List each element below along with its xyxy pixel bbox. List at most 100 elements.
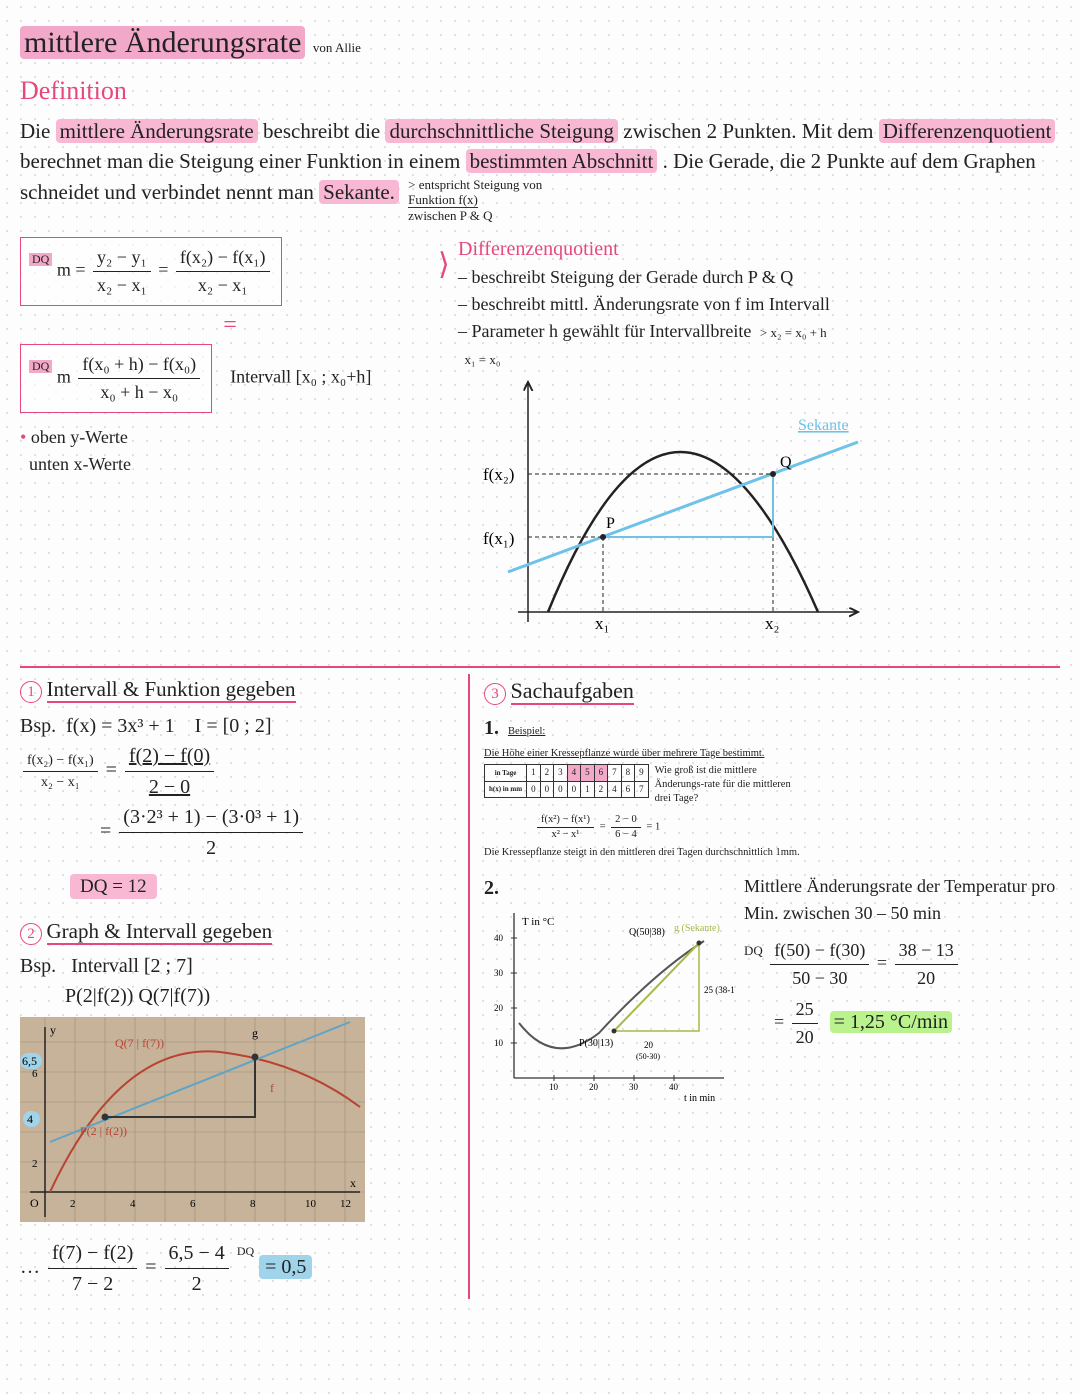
I: I = [0 ; 2] [195,715,272,737]
c2-title: Graph & Intervall gegeben [47,919,273,945]
notes: • oben y-Werte unten x-Werte [20,424,440,478]
bsp: Bsp. [20,955,56,977]
formula-row: DQ m = y₂ − y₁ x₂ − x₁ = f(x₂) − f(x₁) x… [20,234,1060,660]
a: Funktion f(x) [408,192,478,208]
r: = 1 [646,822,660,833]
hl: bestimmten Abschnitt [466,149,658,173]
yt: 10 [494,1038,504,1048]
t: zwischen 2 Punkten. Mit dem [623,119,878,143]
n: 1. [484,717,499,739]
n: (3·2³ + 1) − (3·0³ + 1) [119,802,303,833]
yl: T in °C [522,916,554,928]
n: 2 − 0 [611,813,641,828]
d: 7 − 2 [48,1269,137,1299]
page-title: mittlere Änderungsrate von Allie [20,20,1060,65]
c: 5 [581,765,595,782]
d: x₂ − x₁ [23,772,98,793]
dx2: (50-30) [636,1052,660,1061]
xt: 40 [669,1082,679,1092]
c1-num: 1 [20,681,42,703]
num: f(x₂) − f(x₁) [176,244,270,272]
diffq-col: ⟩ Differenzenquotient – beschreibt Steig… [458,234,1060,660]
fx1-label: f(x₁) [483,529,514,548]
svg-text:2: 2 [32,1158,38,1170]
h: h(x) in mm [489,785,522,793]
Q: Q(50|38) [629,927,665,938]
ex2-text: Mittlere Änderungsrate der Temperatur pr… [744,873,1060,1111]
temp-graph: 10 20 30 40 10 20 30 40 T in °C t in min… [484,903,734,1103]
case-3: 3 Sachaufgaben 1. Beispiel: Die Höhe ein… [468,674,1060,1300]
xt: 4 [130,1198,136,1210]
d: 20 [792,1024,818,1051]
n: 2. [484,873,734,903]
yt: 40 [494,933,504,943]
definition-paragraph: Die mittlere Änderungsrate beschreibt di… [20,116,1060,224]
res: = 1,25 °C/min [830,1011,952,1033]
hl: mittlere Änderungsrate [56,119,258,143]
formula-box-1: DQ m = y₂ − y₁ x₂ − x₁ = f(x₂) − f(x₁) x… [20,237,282,306]
example-2: 2. 10 20 30 40 10 20 [484,873,1060,1111]
kresse-table: in Tage 1 2 3 4 5 6 7 8 9 h(x) in mm 0 0 [484,764,649,798]
c: 0 [540,781,554,798]
diffq-text: ⟩ Differenzenquotient – beschreibt Steig… [458,234,1060,372]
hl: Sekante. [319,180,399,204]
formula-line-2: DQ m f(x₀ + h) − f(x₀) x₀ + h − x₀ Inter… [20,341,440,416]
title-hl: mittlere Änderungsrate [20,26,305,59]
g: g [252,1026,258,1040]
P-label: P [606,515,615,532]
dq: DQ [237,1244,254,1258]
case2-graph: 6,5 4 y x P(2 | f(2)) Q(7 | f(7)) f g O … [20,1017,365,1222]
d: 2 [165,1269,229,1299]
d: 6 − 4 [611,828,641,842]
hl: Differenzenquotient [879,119,1056,143]
graph-photo-wrap: 6,5 4 y x P(2 | f(2)) Q(7 | f(7)) f g O … [20,1017,450,1230]
d: 20 [895,965,958,992]
c: 7 [635,781,649,798]
n: f(x²) − f(x¹) [537,813,594,828]
c: 4 [567,765,581,782]
c3-title: Sachaufgaben [511,678,634,705]
a: > entspricht Steigung von [408,177,542,192]
svg-text:6: 6 [32,1068,38,1080]
l: – beschreibt Steigung der Gerade durch P… [458,264,1060,291]
l: Beispiel: [508,726,545,737]
l: – Parameter h gewählt für Intervallbreit… [458,321,751,341]
note: unten x-Werte [29,454,131,474]
sekante-label: Sekante [798,417,849,434]
c2-num: 2 [20,923,42,945]
dq-badge: DQ [29,253,52,266]
m: m [57,259,71,279]
f: f [270,1081,274,1095]
t: beschreibt die [263,119,385,143]
interval-label: Intervall [x₀ ; x₀+h] [230,366,371,386]
s: > x₂ = x₀ + h [760,325,827,340]
d: x² − x¹ [537,828,594,842]
c: 1 [527,765,541,782]
n: 38 − 13 [895,937,958,965]
left-cases: 1 Intervall & Funktion gegeben Bsp. f(x)… [20,674,450,1300]
c: 9 [635,765,649,782]
c3-num: 3 [484,683,506,705]
a: zwischen P & Q [408,208,492,223]
n: f(7) − f(2) [48,1238,137,1269]
d: 2 − 0 [125,772,214,802]
den: x₀ + h − x₀ [78,379,200,406]
xt: 10 [305,1198,317,1210]
n: f(50) − f(30) [770,937,869,965]
v: 6,5 [22,1054,37,1068]
Q-label: Q [780,454,792,471]
dx: 20 [644,1040,654,1050]
c: 6 [621,781,635,798]
den: x₂ − x₁ [176,272,270,299]
xt: 30 [629,1082,639,1092]
c: 1 [581,781,595,798]
int: Intervall [2 ; 7] [71,955,193,977]
c1-result: DQ = 12 [70,874,157,899]
xt: 6 [190,1198,196,1210]
xt: 8 [250,1198,256,1210]
c: 2 [594,781,608,798]
pts: P(2|f(2)) Q(7|f(7)) [65,985,210,1007]
side: Wie groß ist die mittlere Änderungs-rate… [655,764,795,805]
xt: 20 [589,1082,599,1092]
example-1: 1. Beispiel: Die Höhe einer Kressepflanz… [484,713,1060,859]
